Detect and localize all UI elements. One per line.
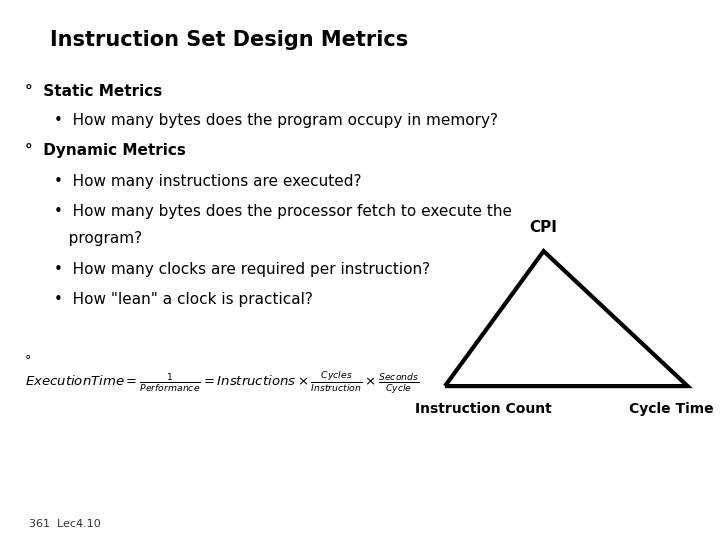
Text: •  How "lean" a clock is practical?: • How "lean" a clock is practical?	[54, 292, 313, 307]
Text: Instruction Count: Instruction Count	[415, 402, 552, 416]
Text: $ExecutionTime = \frac{1}{Performance} = Instructions \times \frac{Cycles}{Instr: $ExecutionTime = \frac{1}{Performance} =…	[25, 370, 420, 396]
Text: Cycle Time: Cycle Time	[629, 402, 714, 416]
Text: 361  Lec4.10: 361 Lec4.10	[29, 519, 101, 529]
Text: •  How many clocks are required per instruction?: • How many clocks are required per instr…	[54, 262, 430, 277]
Text: program?: program?	[54, 231, 142, 246]
Text: •  How many bytes does the processor fetch to execute the: • How many bytes does the processor fetc…	[54, 204, 512, 219]
Text: •  How many bytes does the program occupy in memory?: • How many bytes does the program occupy…	[54, 113, 498, 129]
Text: °  Static Metrics: ° Static Metrics	[25, 84, 163, 99]
Text: CPI: CPI	[530, 220, 557, 235]
Text: °: °	[25, 354, 32, 367]
Text: •  How many instructions are executed?: • How many instructions are executed?	[54, 174, 361, 189]
Text: °  Dynamic Metrics: ° Dynamic Metrics	[25, 143, 186, 158]
Text: Instruction Set Design Metrics: Instruction Set Design Metrics	[50, 30, 409, 50]
